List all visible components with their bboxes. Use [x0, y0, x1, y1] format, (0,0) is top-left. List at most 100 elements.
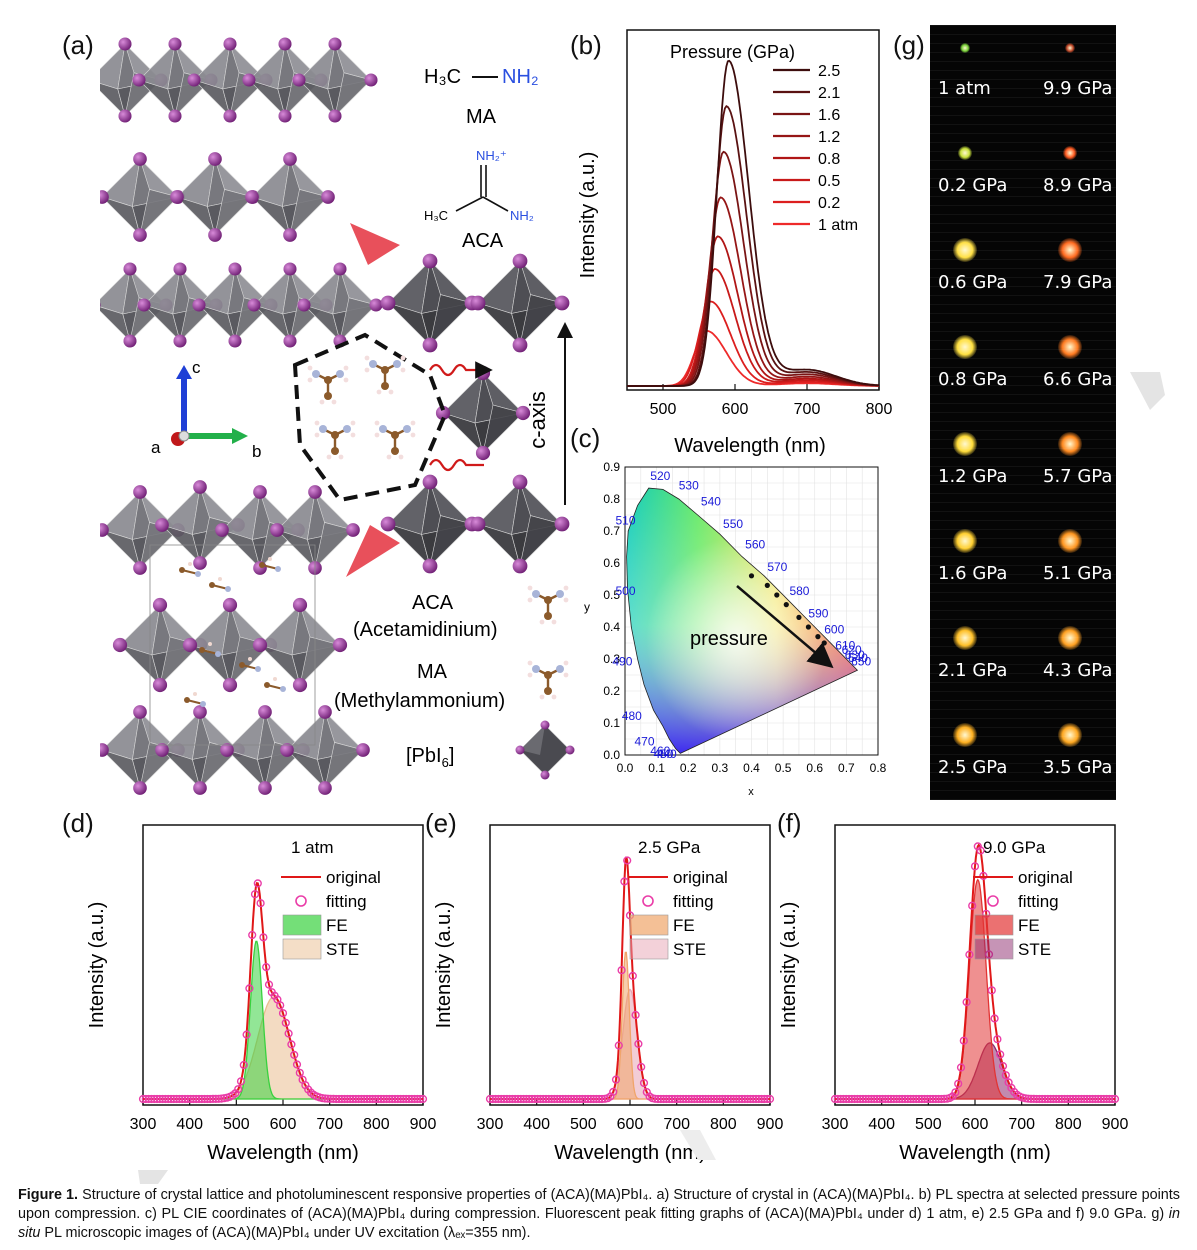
- cie-axis-ticks: 0.0 0.1 0.2 0.3 0.4 0.5 0.6 0.7 0.8 0.0 0.1 0.2 0.3 0…: [603, 460, 886, 775]
- fit-marker: [735, 1094, 744, 1104]
- fit-marker: [1024, 1094, 1033, 1103]
- iodine-atom: [435, 405, 451, 421]
- iodine-atom: [182, 637, 198, 653]
- hydrogen-atom: [364, 355, 370, 361]
- iodine-atom: [328, 37, 342, 51]
- iodine-atom: [118, 37, 132, 51]
- fit-marker: [180, 1094, 190, 1104]
- iodine-atom: [540, 720, 550, 730]
- chart-b-xlabel: Wavelength (nm): [674, 435, 826, 457]
- fit-marker: [864, 1094, 873, 1104]
- fit-legend-ste-swatch: [282, 938, 322, 960]
- fit-marker: [416, 1094, 425, 1104]
- cie-wavelength-label: 470: [634, 734, 654, 748]
- carbon-atom: [324, 392, 332, 400]
- cie-data-point: [748, 573, 755, 579]
- hydrogen-atom: [208, 642, 212, 646]
- fit-marker: [264, 980, 274, 989]
- iodine-atom: [321, 190, 335, 204]
- cie-wavelength-label: 550: [723, 517, 743, 531]
- fit-marker: [639, 1078, 649, 1088]
- cie-xtick-label: 0.7: [838, 761, 855, 775]
- fit-legend-fitting-swatch: [642, 895, 654, 907]
- pl-pressure-label: 8.9 GPa: [1043, 175, 1112, 196]
- panel-label-e: (e): [425, 808, 457, 838]
- fit-marker: [611, 1075, 621, 1084]
- fit-marker: [186, 1094, 195, 1104]
- fit-marker: [1038, 1094, 1047, 1104]
- iodine-atom: [222, 677, 238, 693]
- organic-molecule: [527, 585, 569, 625]
- pressure-annotation: pressure: [690, 628, 768, 650]
- fit-marker: [592, 1094, 601, 1104]
- fit-marker: [318, 1094, 327, 1103]
- fit-marker: [555, 1094, 565, 1104]
- hydrogen-atom: [343, 365, 349, 371]
- fit-xtick-label: 600: [962, 1116, 989, 1133]
- organic-molecule: [527, 660, 569, 700]
- cie-xtick-label: 0.3: [712, 761, 729, 775]
- fit-marker: [323, 1094, 332, 1103]
- fit-marker: [362, 1094, 372, 1104]
- carbon-atom: [209, 582, 215, 588]
- iodine-atom: [133, 781, 147, 795]
- iodine-atom: [168, 37, 182, 51]
- iodine-atom: [512, 558, 528, 574]
- fit-xtick-label: 600: [617, 1116, 644, 1133]
- iodine-atom: [292, 73, 306, 87]
- fit-marker: [248, 930, 257, 940]
- organic-molecule: [364, 355, 406, 395]
- iodine-atom: [100, 190, 109, 204]
- hydrogen-atom: [527, 660, 533, 666]
- fit-legend-fitting: fitting: [1018, 892, 1059, 911]
- iodine-atom: [280, 743, 294, 757]
- fit-marker: [740, 1094, 749, 1104]
- cie-wavelength-label: 620: [842, 643, 862, 657]
- pl-pressure-label: 2.1 GPa: [938, 660, 1007, 681]
- cie-wavelength-label: 500: [616, 584, 636, 598]
- iodine-atom: [223, 109, 237, 123]
- carbon-atom: [259, 562, 265, 568]
- iodine-atom: [422, 558, 438, 574]
- fit-marker: [746, 1094, 755, 1104]
- cie-wavelength-label: 450: [653, 747, 673, 761]
- organic-molecule: [314, 420, 356, 460]
- fit-marker: [326, 1094, 335, 1103]
- ma-formula-h3c: H₃C: [424, 66, 461, 88]
- iodine-atom: [380, 295, 396, 311]
- fit-marker: [595, 1094, 604, 1104]
- hydrogen-atom: [527, 585, 533, 591]
- fit-marker: [715, 1094, 724, 1104]
- iodine-atom: [283, 334, 297, 348]
- iodine-atom: [208, 152, 222, 166]
- legend-aca: ACA: [412, 592, 454, 614]
- carbon-atom: [544, 671, 552, 679]
- nitrogen-atom: [336, 370, 344, 378]
- fit-marker: [912, 1094, 921, 1104]
- fit-marker: [329, 1094, 338, 1104]
- iodine-atom: [512, 253, 528, 269]
- fit-marker: [320, 1094, 330, 1103]
- fit-marker: [1032, 1094, 1041, 1104]
- fit-marker: [1080, 1094, 1089, 1104]
- fit-marker: [166, 1094, 176, 1104]
- pl-emission-spot: [953, 238, 977, 262]
- hydrogen-atom: [307, 365, 313, 371]
- cie-data-point: [764, 582, 770, 588]
- carbon-atom: [544, 687, 552, 695]
- iodine-atom: [515, 405, 531, 421]
- pbi6-octahedron: [380, 253, 480, 353]
- nitrogen-atom: [275, 566, 281, 572]
- fit-marker: [539, 1094, 548, 1104]
- iodine-atom: [318, 781, 332, 795]
- fit-marker: [337, 1094, 346, 1104]
- fit-marker: [956, 1063, 966, 1072]
- fit-ylabel: Intensity (a.u.): [433, 902, 455, 1029]
- hydrogen-atom: [539, 619, 545, 625]
- pl-emission-spot: [953, 626, 977, 650]
- fit-marker: [842, 1094, 851, 1104]
- fit-component-fe: [835, 878, 1115, 1100]
- fit-marker: [519, 1094, 528, 1104]
- iodine-atom: [123, 334, 137, 348]
- fit-legend-ste-swatch: [974, 938, 1014, 960]
